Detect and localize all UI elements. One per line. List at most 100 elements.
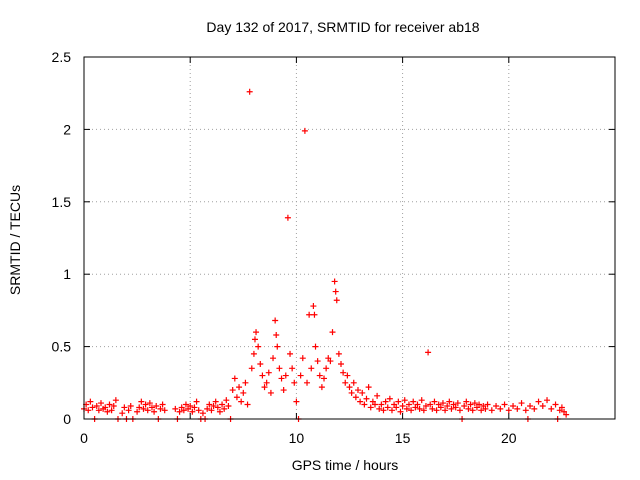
data-point (87, 398, 94, 405)
data-point (206, 401, 213, 408)
data-point (236, 384, 243, 391)
data-point (257, 360, 264, 367)
data-point (393, 404, 400, 411)
grid (84, 57, 615, 419)
data-point (253, 329, 260, 336)
data-point (95, 407, 102, 414)
data-point (531, 405, 538, 412)
data-point (469, 407, 476, 414)
y-tick-label: 2 (63, 121, 71, 137)
data-point (221, 405, 228, 412)
data-point (497, 405, 504, 412)
data-point (380, 407, 387, 414)
data-point (429, 405, 436, 412)
data-point (488, 407, 495, 414)
data-point (161, 407, 168, 414)
data-point (261, 384, 268, 391)
data-point (352, 394, 359, 401)
data-point (112, 397, 119, 404)
data-point (308, 365, 315, 372)
data-point (376, 405, 383, 412)
data-point (422, 402, 429, 409)
data-point (346, 384, 353, 391)
data-point (176, 408, 183, 415)
data-point (233, 394, 240, 401)
y-tick-label: 2.5 (52, 49, 72, 65)
data-point (231, 375, 238, 382)
data-point (363, 395, 370, 402)
data-point (136, 404, 143, 411)
data-point (311, 311, 318, 318)
data-point (427, 401, 434, 408)
data-point (501, 401, 508, 408)
data-point (284, 214, 291, 221)
data-point (439, 400, 446, 407)
x-tick-label: 10 (289, 430, 305, 446)
x-axis-label: GPS time / hours (292, 457, 399, 473)
data-point (272, 317, 279, 324)
data-point (223, 397, 230, 404)
y-tick-labels: 0 0.5 1 1.5 2 2.5 (52, 49, 72, 427)
data-point (267, 389, 274, 396)
data-point (299, 355, 306, 362)
data-point (219, 401, 226, 408)
data-point (558, 404, 565, 411)
data-point (110, 402, 117, 409)
data-point (187, 402, 194, 409)
data-point (229, 387, 236, 394)
data-point (246, 88, 253, 95)
data-point (482, 405, 489, 412)
data-point (548, 405, 555, 412)
data-point (338, 360, 345, 367)
data-point (484, 401, 491, 408)
data-points (81, 88, 570, 422)
data-point (312, 343, 319, 350)
data-point (342, 379, 349, 386)
data-point (405, 401, 412, 408)
data-point (314, 358, 321, 365)
data-point (442, 407, 449, 414)
data-point (119, 410, 126, 417)
data-point (357, 398, 364, 405)
data-point (121, 404, 128, 411)
plot-frame (83, 56, 616, 420)
data-point (437, 404, 444, 411)
data-point (552, 401, 559, 408)
data-point (444, 402, 451, 409)
data-point (465, 405, 472, 412)
data-point (289, 365, 296, 372)
data-point (563, 411, 570, 418)
data-point (153, 402, 160, 409)
data-point (331, 278, 338, 285)
data-point (93, 402, 100, 409)
data-point (318, 384, 325, 391)
data-point (456, 407, 463, 414)
data-point (471, 400, 478, 407)
data-point (297, 372, 304, 379)
data-point (195, 407, 202, 414)
data-point (452, 404, 459, 411)
y-tick-label: 0 (63, 411, 71, 427)
data-point (361, 401, 368, 408)
data-point (463, 398, 470, 405)
data-point (282, 372, 289, 379)
x-tick-label: 20 (501, 430, 517, 446)
data-point (240, 389, 247, 396)
data-point (397, 408, 404, 415)
y-axis-label: SRMTID / TECUs (7, 185, 23, 295)
data-point (146, 400, 153, 407)
data-point (97, 400, 104, 407)
data-point (371, 401, 378, 408)
data-point (144, 407, 151, 414)
data-point (270, 355, 277, 362)
data-point (212, 398, 219, 405)
data-point (180, 407, 187, 414)
data-point (104, 408, 111, 415)
data-point (329, 329, 336, 336)
data-point (335, 350, 342, 357)
data-point (344, 372, 351, 379)
data-point (340, 369, 347, 376)
data-point (138, 398, 145, 405)
